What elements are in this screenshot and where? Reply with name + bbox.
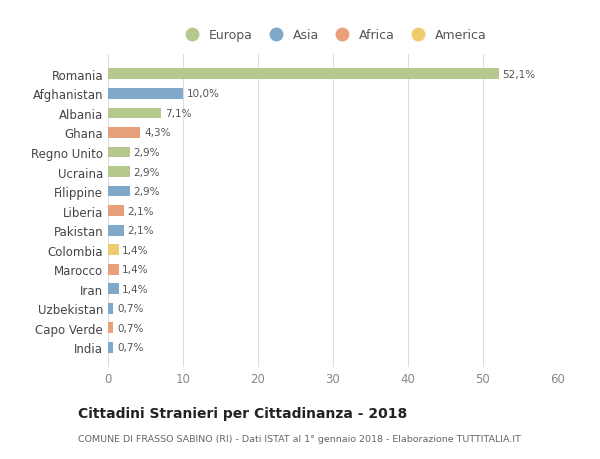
Text: 52,1%: 52,1% [503, 70, 536, 79]
Bar [108, 147, 130, 158]
Text: 4,3%: 4,3% [144, 128, 170, 138]
Bar [108, 264, 119, 275]
Text: 2,9%: 2,9% [133, 167, 160, 177]
Bar [108, 89, 183, 100]
Bar [108, 323, 113, 334]
Bar [108, 225, 124, 236]
Legend: Europa, Asia, Africa, America: Europa, Asia, Africa, America [174, 24, 492, 47]
Text: 2,1%: 2,1% [128, 226, 154, 235]
Bar [108, 167, 130, 178]
Text: 2,1%: 2,1% [128, 206, 154, 216]
Bar [108, 69, 499, 80]
Bar [108, 245, 119, 256]
Text: 2,9%: 2,9% [133, 148, 160, 157]
Text: 0,7%: 0,7% [117, 343, 143, 353]
Text: 1,4%: 1,4% [122, 284, 149, 294]
Text: 0,7%: 0,7% [117, 304, 143, 313]
Bar [108, 284, 119, 295]
Bar [108, 303, 113, 314]
Text: COMUNE DI FRASSO SABINO (RI) - Dati ISTAT al 1° gennaio 2018 - Elaborazione TUTT: COMUNE DI FRASSO SABINO (RI) - Dati ISTA… [78, 434, 521, 443]
Bar [108, 186, 130, 197]
Bar [108, 342, 113, 353]
Bar [108, 206, 124, 217]
Text: 1,4%: 1,4% [122, 245, 149, 255]
Text: 0,7%: 0,7% [117, 323, 143, 333]
Text: Cittadini Stranieri per Cittadinanza - 2018: Cittadini Stranieri per Cittadinanza - 2… [78, 406, 407, 420]
Text: 7,1%: 7,1% [165, 109, 191, 118]
Text: 10,0%: 10,0% [187, 89, 220, 99]
Text: 2,9%: 2,9% [133, 187, 160, 196]
Bar [108, 108, 161, 119]
Bar [108, 128, 140, 139]
Text: 1,4%: 1,4% [122, 265, 149, 274]
